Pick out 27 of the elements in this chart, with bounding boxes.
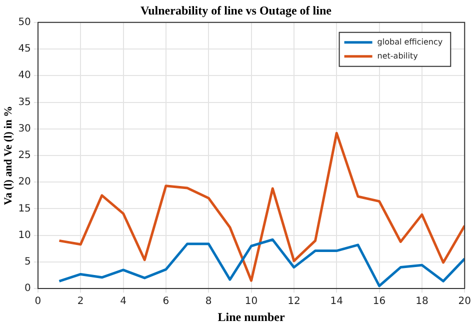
x-tick-label: 2 (77, 296, 84, 308)
x-tick-label: 0 (34, 296, 42, 308)
chart-title: Vulnerability of line vs Outage of line (140, 3, 332, 18)
x-axis-title: Line number (218, 310, 286, 324)
y-tick-label: 15 (18, 203, 31, 214)
y-axis-title: Va (l) and Ve (l) in % (2, 106, 14, 206)
y-tick-label: 25 (18, 150, 31, 162)
y-tick-label: 40 (18, 70, 31, 82)
y-tick-label: 45 (18, 44, 31, 55)
y-tick-label: 0 (24, 283, 31, 294)
y-tick-label: 10 (18, 230, 31, 241)
x-tick-label: 6 (162, 296, 170, 308)
x-tick-label: 14 (330, 296, 343, 308)
legend-label: net-ability (377, 51, 418, 60)
x-tick-label: 10 (244, 296, 258, 308)
y-tick-label: 5 (24, 256, 31, 268)
x-tick-label: 4 (120, 296, 126, 308)
legend-label: global efficiency (377, 37, 443, 46)
x-tick-label: 20 (458, 296, 472, 308)
y-tick-label: 50 (18, 16, 31, 28)
x-tick-label: 8 (205, 296, 212, 308)
y-tick-label: 35 (18, 96, 31, 108)
y-tick-label: 20 (18, 176, 31, 188)
x-tick-label: 18 (416, 296, 428, 308)
x-tick-label: 16 (372, 296, 386, 308)
y-tick-label: 30 (18, 123, 31, 134)
x-tick-label: 12 (288, 296, 300, 308)
